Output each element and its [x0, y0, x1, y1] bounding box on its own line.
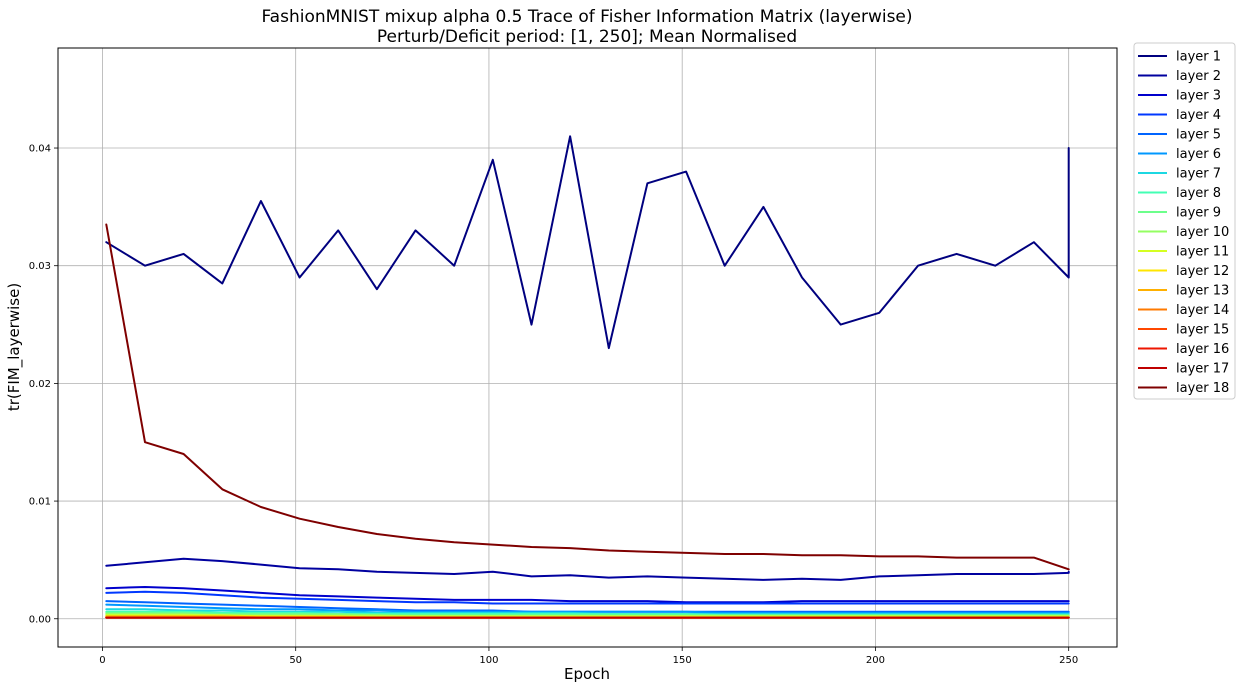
x-tick-label: 0: [99, 655, 105, 666]
legend-label: layer 13: [1176, 284, 1229, 299]
legend-label: layer 11: [1176, 245, 1229, 260]
legend-label: layer 14: [1176, 303, 1229, 318]
legend-label: layer 12: [1176, 264, 1229, 279]
legend-label: layer 15: [1176, 323, 1229, 338]
x-tick-label: 150: [673, 655, 692, 666]
x-tick-label: 100: [479, 655, 498, 666]
series-line-layer-3: [105, 586, 1070, 604]
legend-label: layer 3: [1176, 89, 1221, 104]
plot-frame: [57, 47, 1118, 648]
legend-label: layer 18: [1176, 381, 1229, 396]
y-tick-label: 0.02: [29, 379, 51, 390]
legend-label: layer 5: [1176, 128, 1221, 143]
legend-label: layer 16: [1176, 342, 1229, 357]
y-tick-label: 0.03: [29, 261, 51, 272]
series-line-layer-2: [105, 557, 1070, 581]
legend-label: layer 2: [1176, 69, 1221, 84]
series-line-layer-4: [105, 590, 1070, 605]
legend-label: layer 6: [1176, 147, 1221, 162]
x-tick-label: 50: [289, 655, 302, 666]
y-tick-label: 0.00: [29, 614, 51, 625]
y-axis-ticks: 0.00 0.01 0.02 0.03 0.04: [29, 144, 58, 625]
series-line-layer-1: [105, 135, 1070, 350]
legend: layer 1 layer 2 layer 3 layer 4 layer 5 layer…: [1133, 42, 1236, 400]
series-line-layer-9: [105, 611, 1070, 617]
y-axis-label: tr(FIM_layerwise): [5, 283, 24, 411]
x-axis-label: Epoch: [564, 665, 610, 683]
legend-label: layer 1: [1176, 50, 1221, 65]
legend-label: layer 8: [1176, 186, 1221, 201]
chart-subtitle: Perturb/Deficit period: [1, 250]; Mean N…: [377, 27, 797, 47]
legend-label: layer 7: [1176, 167, 1221, 182]
chart-title: FashionMNIST mixup alpha 0.5 Trace of Fi…: [261, 7, 912, 27]
series-line-layer-18: [105, 223, 1070, 571]
legend-label: layer 9: [1176, 206, 1221, 221]
x-tick-label: 200: [866, 655, 885, 666]
series-line-layer-6: [105, 603, 1070, 614]
legend-label: layer 10: [1176, 225, 1229, 240]
legend-label: layer 4: [1176, 108, 1221, 123]
legend-label: layer 17: [1176, 362, 1229, 377]
x-tick-label: 250: [1059, 655, 1078, 666]
y-tick-label: 0.04: [29, 144, 51, 155]
x-axis-ticks: 0 50 100 150 200 250: [99, 647, 1078, 666]
plot-series: [105, 135, 1070, 619]
y-tick-label: 0.01: [29, 497, 51, 508]
